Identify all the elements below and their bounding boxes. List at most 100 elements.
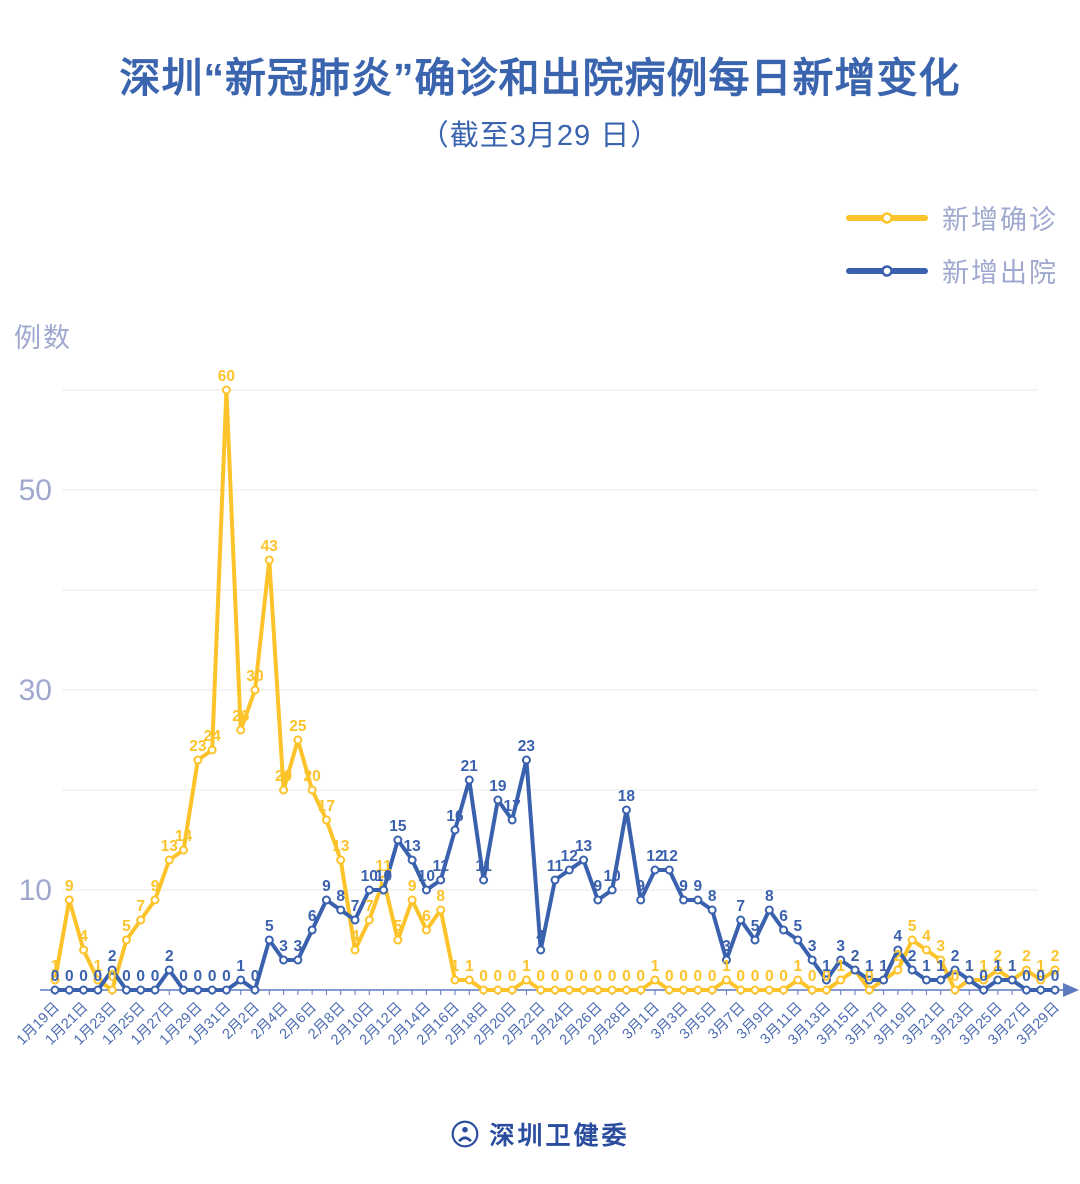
svg-text:2: 2 [851,948,860,965]
svg-text:13: 13 [332,838,350,855]
svg-text:10: 10 [604,868,621,885]
svg-text:2: 2 [108,948,117,965]
svg-text:0: 0 [94,968,103,985]
svg-text:0: 0 [251,968,260,985]
svg-text:15: 15 [389,818,407,835]
svg-text:1: 1 [794,958,803,975]
svg-text:0: 0 [665,968,674,985]
svg-text:2: 2 [1051,948,1060,965]
svg-text:60: 60 [218,368,235,385]
svg-text:6: 6 [779,908,788,925]
svg-text:2: 2 [894,948,903,965]
legend-line-confirmed-icon [846,211,928,224]
svg-text:3: 3 [936,938,945,955]
svg-text:7: 7 [365,898,374,915]
svg-text:0: 0 [1051,968,1060,985]
svg-text:7: 7 [351,898,360,915]
svg-text:0: 0 [951,968,960,985]
svg-text:3: 3 [722,938,731,955]
svg-text:25: 25 [289,718,307,735]
svg-text:50: 50 [19,474,52,507]
svg-text:12: 12 [646,848,663,865]
svg-text:0: 0 [779,968,788,985]
svg-text:1: 1 [865,958,874,975]
svg-text:5: 5 [794,918,803,935]
svg-text:10: 10 [418,868,435,885]
legend-label-confirmed: 新增确诊 [942,205,1058,235]
svg-text:26: 26 [232,708,250,725]
svg-text:0: 0 [608,968,617,985]
svg-text:2: 2 [165,948,174,965]
svg-text:0: 0 [636,968,645,985]
svg-text:1: 1 [522,958,531,975]
svg-text:2: 2 [951,948,960,965]
svg-text:0: 0 [151,968,160,985]
svg-text:20: 20 [275,768,292,785]
org-name: 深圳卫健委 [489,1122,630,1150]
legend-label-discharged: 新增出院 [942,258,1058,288]
y-axis-unit-label: 例数 [14,323,72,353]
chart-canvas: 1030501月19日1月21日1月23日1月25日1月27日1月29日1月31… [14,368,1079,1048]
svg-text:12: 12 [561,848,578,865]
chart-legend: 新增确诊 新增出院 [846,198,1058,290]
svg-text:24: 24 [204,728,222,745]
svg-text:10: 10 [19,874,52,907]
svg-text:1: 1 [936,958,945,975]
svg-text:0: 0 [222,968,231,985]
svg-text:5: 5 [265,918,274,935]
svg-text:0: 0 [736,968,745,985]
svg-text:2: 2 [1022,948,1031,965]
svg-text:5: 5 [751,918,760,935]
legend-item-confirmed: 新增确诊 [846,198,1058,237]
svg-text:5: 5 [122,918,131,935]
svg-text:1: 1 [1036,958,1045,975]
svg-text:9: 9 [151,878,160,895]
page-subtitle: （截至3月29 日） [419,120,661,152]
svg-text:9: 9 [65,878,74,895]
svg-text:9: 9 [636,878,645,895]
footer: 深圳卫健委 [0,1116,1080,1152]
svg-text:0: 0 [808,968,817,985]
svg-text:8: 8 [708,888,717,905]
svg-text:1: 1 [651,958,660,975]
svg-text:0: 0 [551,968,560,985]
svg-text:17: 17 [318,798,335,815]
svg-text:23: 23 [518,738,536,755]
org-logo-icon [452,1120,479,1148]
svg-text:3: 3 [294,938,303,955]
svg-text:3: 3 [279,938,288,955]
svg-text:14: 14 [175,828,193,845]
svg-text:0: 0 [194,968,203,985]
svg-text:4: 4 [536,928,545,945]
svg-text:0: 0 [565,968,574,985]
svg-text:21: 21 [461,758,479,775]
svg-text:4: 4 [351,928,360,945]
svg-text:17: 17 [504,798,521,815]
svg-text:4: 4 [79,928,88,945]
svg-text:20: 20 [304,768,321,785]
svg-text:0: 0 [494,968,503,985]
svg-text:0: 0 [979,968,988,985]
svg-text:10: 10 [375,868,392,885]
svg-text:2: 2 [994,948,1003,965]
svg-text:0: 0 [122,968,131,985]
svg-text:1: 1 [994,958,1003,975]
svg-text:0: 0 [579,968,588,985]
svg-text:18: 18 [618,788,636,805]
svg-text:1: 1 [451,958,460,975]
svg-text:0: 0 [208,968,217,985]
svg-text:10: 10 [361,868,378,885]
page-title: 深圳“新冠肺炎”确诊和出院病例每日新增变化 [119,55,961,101]
svg-text:9: 9 [322,878,331,895]
svg-text:2: 2 [851,948,860,965]
svg-text:0: 0 [79,968,88,985]
svg-text:0: 0 [822,968,831,985]
legend-line-discharged-icon [846,264,928,277]
svg-text:0: 0 [751,968,760,985]
svg-text:43: 43 [261,538,279,555]
svg-text:23: 23 [189,738,207,755]
svg-text:0: 0 [1022,968,1031,985]
svg-text:1: 1 [1008,958,1017,975]
svg-text:1: 1 [979,958,988,975]
svg-text:6: 6 [308,908,317,925]
